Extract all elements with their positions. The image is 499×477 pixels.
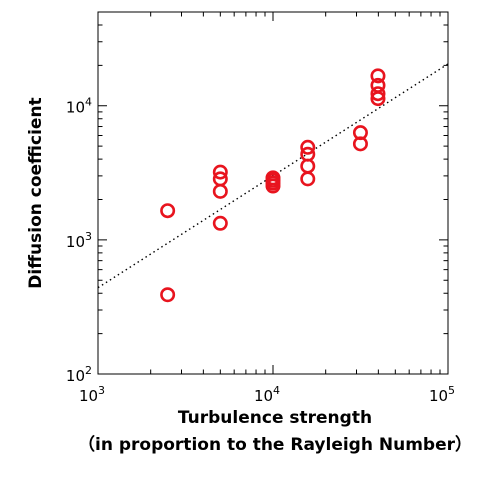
x-tick-label: 105 bbox=[429, 384, 455, 405]
data-point bbox=[352, 136, 368, 152]
data-point bbox=[212, 183, 228, 199]
x-axis-label-line2: （in proportion to the Rayleigh Number） bbox=[78, 435, 472, 455]
data-point bbox=[370, 91, 386, 107]
data-point bbox=[370, 68, 386, 84]
data-point bbox=[300, 171, 316, 187]
data-point bbox=[300, 139, 316, 155]
x-tick-label: 104 bbox=[254, 384, 280, 405]
data-points bbox=[160, 68, 386, 303]
data-point bbox=[212, 215, 228, 231]
data-point bbox=[160, 287, 176, 303]
data-point bbox=[265, 178, 281, 194]
axis-ticks bbox=[97, 11, 448, 375]
data-point bbox=[160, 203, 176, 219]
y-tick-label: 102 bbox=[66, 364, 92, 385]
y-axis-label: Diffusion coefficient bbox=[26, 97, 46, 288]
y-tick-label: 104 bbox=[66, 96, 92, 117]
data-point bbox=[370, 86, 386, 102]
x-tick-label: 103 bbox=[79, 384, 105, 405]
data-point bbox=[212, 164, 228, 180]
x-axis-label-line1: Turbulence strength bbox=[177, 408, 373, 428]
y-tick-label: 103 bbox=[66, 230, 92, 251]
